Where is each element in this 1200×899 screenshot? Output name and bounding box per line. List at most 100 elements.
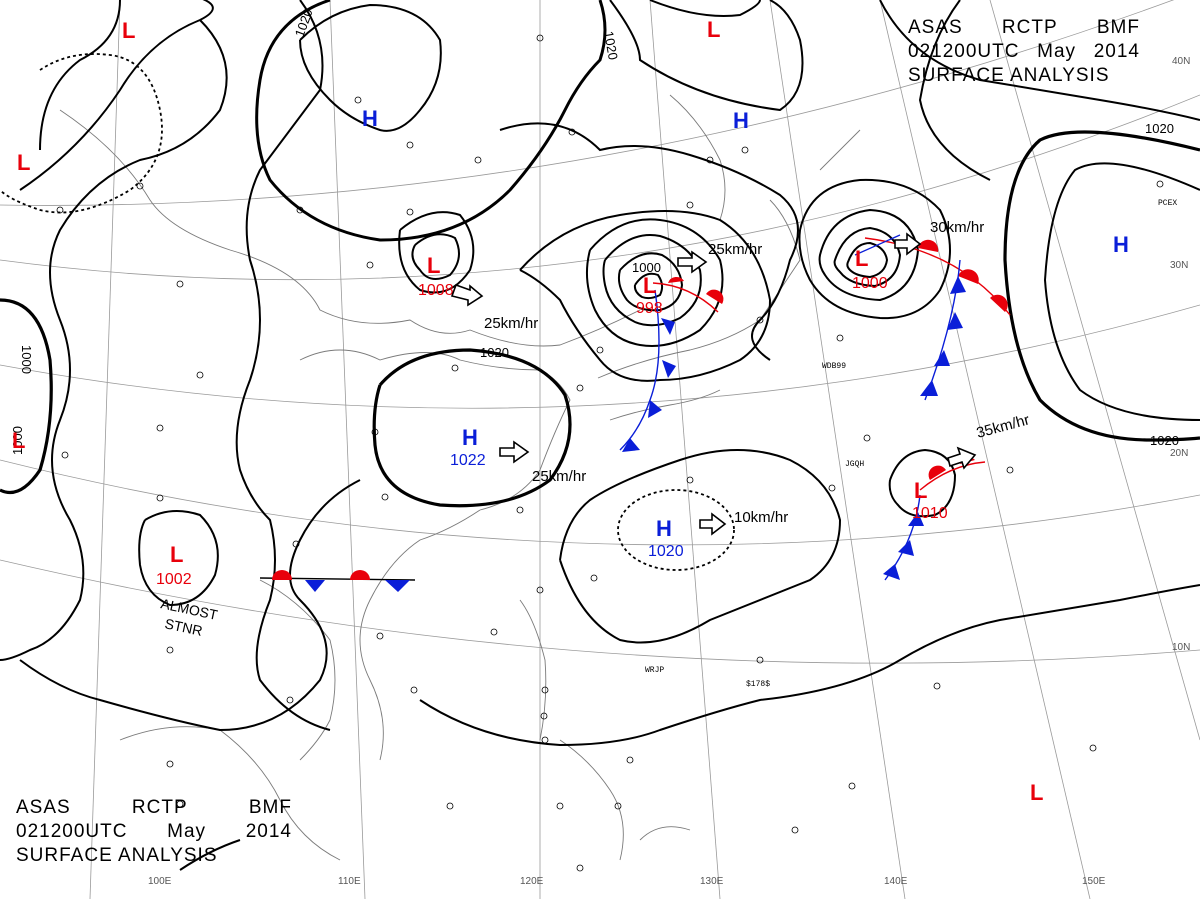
- pressure-systems: L 1008 L 998 L 1000 L 1010 L 1002 H 1022…: [12, 17, 1129, 805]
- warm-front-semicircle: [668, 276, 684, 283]
- low-symbol: L: [707, 17, 720, 42]
- lat-label: 40N: [1172, 56, 1190, 67]
- lon-label: 140E: [884, 876, 908, 887]
- low-symbol: L: [1030, 780, 1043, 805]
- low-pressure-value: 1000: [852, 275, 888, 292]
- low-pressure-value: 1008: [418, 282, 454, 299]
- warm-front-semicircle: [958, 269, 979, 284]
- low-pressure-value: 1002: [156, 571, 192, 588]
- almost-stationary-note: ALMOST STNR: [159, 595, 219, 639]
- stationary-front-triangle: [305, 580, 325, 592]
- motion-speed: 10km/hr: [734, 509, 788, 526]
- low-symbol: L: [17, 150, 30, 175]
- high-pressure-value: 1022: [450, 452, 486, 469]
- station-id: WDB99: [822, 362, 846, 371]
- header-word: BMF: [1096, 17, 1140, 38]
- cold-front-triangle: [661, 318, 675, 335]
- high-symbol: H: [733, 108, 749, 133]
- motion-speed: 25km/hr: [708, 241, 762, 258]
- header-word: May: [167, 821, 207, 842]
- station-id: WRJP: [645, 666, 664, 675]
- cold-front: [619, 289, 660, 451]
- lon-label: 100E: [148, 876, 172, 887]
- high-symbol: H: [1113, 232, 1129, 257]
- header-word: RCTP: [1001, 17, 1058, 38]
- isobar-label: 1020: [601, 30, 621, 61]
- station-identifiers: WDB99 JGQH WRJP $178$ PCEX: [645, 199, 1177, 689]
- motion-speed: 25km/hr: [532, 468, 586, 485]
- dotted-isobar-nw: [0, 53, 163, 214]
- warm-front-semicircle: [990, 294, 1008, 312]
- isobar-label: 1000: [10, 426, 25, 455]
- isobar-label: 1020: [480, 345, 509, 360]
- isobar-labels: 1020 1020 1020 1020 1020 1000 1000 1000: [10, 7, 1179, 455]
- cold-front-triangle: [947, 312, 963, 330]
- warm-front-semicircle: [706, 289, 724, 304]
- cold-front-e: [924, 259, 961, 401]
- low-symbol: L: [12, 428, 25, 453]
- latitude-labels: 40N 30N 20N 10N: [1170, 56, 1190, 653]
- header-word: RCTP: [131, 797, 188, 818]
- lon-label: 150E: [1082, 876, 1106, 887]
- motion-arrow: [699, 512, 727, 536]
- motion-speed: 25km/hr: [484, 315, 538, 332]
- stationary-front-semicircle: [272, 570, 292, 580]
- map-header-bottom: ASAS RCTP BMF 021200UTC May 2014 SURFACE ANA…: [16, 796, 292, 868]
- header-title: SURFACE ANALYSIS: [16, 845, 218, 866]
- stationary-front-semicircle: [350, 570, 370, 580]
- stationary-front-triangle: [385, 580, 410, 592]
- station-id: JGQH: [845, 460, 864, 469]
- header-word: 021200UTC: [16, 821, 128, 842]
- header-word: ASAS: [908, 17, 963, 38]
- low-pressure-value: 998: [636, 300, 663, 317]
- cold-front-triangle: [883, 564, 900, 580]
- lon-label: 120E: [520, 876, 544, 887]
- header-word: ASAS: [16, 797, 71, 818]
- warm-front-semicircle: [928, 465, 946, 480]
- station-id: PCEX: [1158, 199, 1177, 208]
- cold-front-triangle: [648, 400, 662, 418]
- motion-arrow: [947, 446, 977, 470]
- high-symbol: H: [656, 516, 672, 541]
- lat-label: 10N: [1172, 642, 1190, 653]
- low-symbol: L: [122, 18, 135, 43]
- low-symbol: L: [427, 253, 440, 278]
- header-word: May: [1037, 41, 1077, 62]
- high-symbol: H: [362, 106, 378, 131]
- isobars: [0, 0, 1200, 871]
- station-plots: [56, 34, 1164, 872]
- low-symbol: L: [914, 478, 927, 503]
- lat-label: 20N: [1170, 448, 1188, 459]
- station-id: $178$: [746, 680, 770, 689]
- isobar-label: 1020: [1150, 433, 1179, 448]
- header-word: 2014: [245, 821, 292, 842]
- cold-front-triangle: [898, 540, 914, 556]
- header-word: 2014: [1093, 41, 1140, 62]
- high-pressure-value: 1020: [648, 543, 684, 560]
- low-symbol: L: [170, 542, 183, 567]
- motion-arrow: [894, 232, 922, 256]
- warm-front: [652, 282, 719, 313]
- isobar-label: 1000: [19, 345, 34, 374]
- cold-front-triangle: [662, 360, 676, 378]
- header-word: 021200UTC: [908, 41, 1020, 62]
- cold-front-triangle: [950, 276, 966, 294]
- header-title: SURFACE ANALYSIS: [908, 65, 1110, 86]
- note-line: STNR: [163, 615, 204, 639]
- longitude-labels: 100E 110E 120E 130E 140E 150E: [148, 876, 1106, 887]
- motion-speed: 30km/hr: [930, 219, 984, 236]
- isobar-label: 1020: [1145, 121, 1174, 136]
- motion-arrow: [677, 250, 708, 274]
- high-1020-isobar-dotted: [617, 489, 735, 571]
- isobar-label: 1020: [292, 7, 316, 39]
- warm-front-s: [919, 461, 986, 491]
- motion-arrow: [499, 440, 530, 464]
- isobar-label: 1000: [632, 260, 661, 275]
- cyclone-motion-line: [854, 234, 901, 256]
- cold-front-triangle: [920, 380, 938, 396]
- lon-label: 110E: [338, 876, 361, 887]
- motion-arrows: [450, 232, 977, 536]
- motion-speed: 35km/hr: [975, 411, 1032, 441]
- low-symbol: L: [643, 273, 656, 298]
